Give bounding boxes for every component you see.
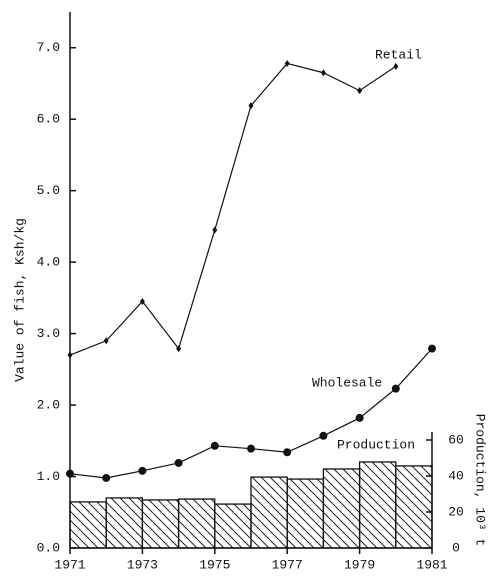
bar <box>141 499 180 549</box>
series-label: Production <box>337 437 415 452</box>
bar <box>105 497 144 549</box>
marker <box>176 345 182 353</box>
marker <box>247 444 255 453</box>
bar <box>250 476 288 549</box>
y-tick-label: 4.0 <box>37 255 60 270</box>
marker <box>67 351 73 359</box>
x-tick-label: 1979 <box>344 557 375 572</box>
y-tick-label: 0.0 <box>37 540 60 555</box>
x-tick-label: 1973 <box>127 557 158 572</box>
y-tick-label: 6.0 <box>37 112 60 127</box>
y2-tick-label: 60 <box>448 432 464 447</box>
bar <box>358 461 397 549</box>
marker <box>320 69 326 77</box>
bar <box>69 501 107 549</box>
x-tick-label: 1975 <box>199 557 230 572</box>
y-tick-label: 5.0 <box>37 183 60 198</box>
marker <box>174 458 183 467</box>
bar <box>214 503 252 549</box>
marker <box>212 226 218 234</box>
marker <box>138 466 147 475</box>
y-tick-label: 3.0 <box>37 326 60 341</box>
series-label: Wholesale <box>312 375 382 390</box>
y-tick-label: 1.0 <box>37 469 60 484</box>
y-axis-label: Value of fish, Ksh/kg <box>12 218 27 382</box>
marker <box>355 413 364 422</box>
marker <box>391 384 400 393</box>
marker <box>248 102 254 110</box>
bar <box>286 478 325 549</box>
marker <box>284 59 290 67</box>
series-label: Retail <box>375 47 422 62</box>
marker <box>428 344 436 353</box>
marker <box>393 62 399 70</box>
marker <box>319 431 328 440</box>
marker <box>103 337 109 345</box>
y2-tick-label: 40 <box>448 468 464 483</box>
line <box>69 348 433 479</box>
marker <box>139 297 145 305</box>
bar <box>177 498 216 549</box>
x-tick-label: 1981 <box>416 557 447 572</box>
y2-tick-label: 20 <box>448 504 464 519</box>
line <box>69 62 397 356</box>
bar <box>395 465 433 549</box>
marker <box>210 441 219 450</box>
y-tick-label: 2.0 <box>37 398 60 413</box>
marker <box>102 473 111 482</box>
marker <box>283 448 292 457</box>
y2-axis-label: Production, 10³ t <box>473 414 488 547</box>
y-tick-label: 7.0 <box>37 40 60 55</box>
y2-tick-label: 0 <box>452 540 460 555</box>
marker <box>66 469 74 478</box>
x-tick-label: 1977 <box>272 557 303 572</box>
marker <box>357 87 363 95</box>
bar <box>322 468 361 549</box>
x-tick-label: 1971 <box>54 557 85 572</box>
